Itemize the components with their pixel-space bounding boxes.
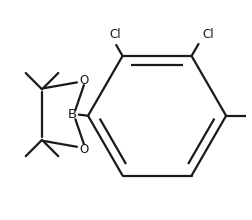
Text: Cl: Cl	[202, 28, 213, 40]
Text: O: O	[79, 143, 88, 156]
Text: O: O	[79, 74, 88, 87]
Text: Cl: Cl	[109, 28, 121, 41]
Text: B: B	[67, 108, 77, 121]
